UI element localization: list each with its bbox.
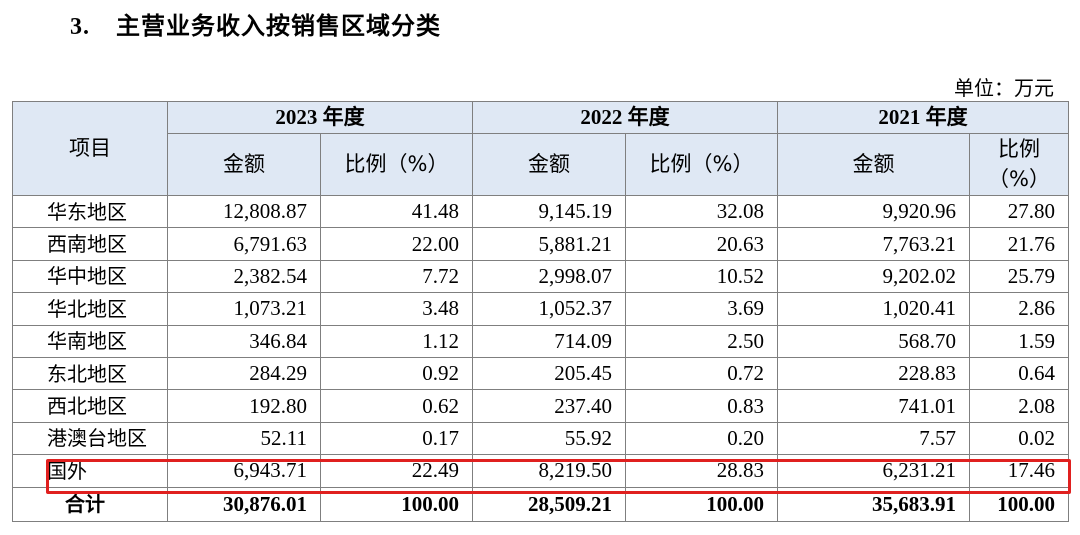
amount-cell: 346.84 [167, 324, 321, 358]
amount-cell: 6,231.21 [777, 454, 970, 488]
ratio-cell: 3.69 [625, 292, 778, 326]
ratio-cell: 21.76 [969, 227, 1069, 261]
amount-cell: 52.11 [167, 421, 321, 456]
ratio-cell: 0.64 [969, 356, 1069, 391]
ratio-cell: 1.59 [969, 324, 1069, 358]
amount-cell: 55.92 [472, 421, 626, 456]
section-title: 主营业务收入按销售区域分类 [116, 12, 441, 40]
header-ratio-line2: （%） [988, 166, 1050, 191]
ratio-cell: 2.86 [969, 292, 1069, 326]
ratio-cell: 0.20 [625, 421, 778, 456]
region-cell: 港澳台地区 [12, 421, 168, 456]
table-row: 西南地区 6,791.63 22.00 5,881.21 20.63 7,763.21 21… [12, 227, 1069, 261]
region-cell: 西南地区 [12, 227, 168, 261]
table-row: 华中地区 2,382.54 7.72 2,998.07 10.52 9,202.02 25.… [12, 259, 1069, 294]
region-cell: 西北地区 [12, 389, 168, 423]
amount-cell: 7.57 [777, 421, 970, 456]
header-year-2022: 2022 年度 [472, 101, 778, 134]
region-cell: 国外 [12, 454, 168, 488]
amount-cell: 35,683.91 [777, 486, 970, 522]
amount-cell: 714.09 [472, 324, 626, 358]
amount-cell: 2,998.07 [472, 259, 626, 294]
revenue-by-region-table: 项目 2023 年度 2022 年度 2021 年度 金额 比例（%） 金额 比… [12, 101, 1069, 522]
amount-cell: 8,219.50 [472, 454, 626, 488]
amount-cell: 6,943.71 [167, 454, 321, 488]
amount-cell: 9,920.96 [777, 194, 970, 229]
region-cell: 合计 [12, 486, 168, 522]
ratio-cell: 25.79 [969, 259, 1069, 294]
table-row: 东北地区 284.29 0.92 205.45 0.72 228.83 0.64 [12, 356, 1069, 391]
region-cell: 华北地区 [12, 292, 168, 326]
amount-cell: 1,020.41 [777, 292, 970, 326]
ratio-cell: 100.00 [320, 486, 473, 522]
amount-cell: 284.29 [167, 356, 321, 391]
ratio-cell: 3.48 [320, 292, 473, 326]
ratio-cell: 17.46 [969, 454, 1069, 488]
header-amount: 金额 [472, 133, 626, 196]
ratio-cell: 0.83 [625, 389, 778, 423]
ratio-cell: 2.50 [625, 324, 778, 358]
ratio-cell: 28.83 [625, 454, 778, 488]
amount-cell: 237.40 [472, 389, 626, 423]
table-row: 国外 6,943.71 22.49 8,219.50 28.83 6,231.21 17.4… [12, 454, 1069, 488]
amount-cell: 5,881.21 [472, 227, 626, 261]
amount-cell: 568.70 [777, 324, 970, 358]
region-cell: 华东地区 [12, 194, 168, 229]
ratio-cell: 32.08 [625, 194, 778, 229]
amount-cell: 30,876.01 [167, 486, 321, 522]
section-number: 3. [70, 14, 90, 40]
table-row: 港澳台地区 52.11 0.17 55.92 0.20 7.57 0.02 [12, 421, 1069, 456]
ratio-cell: 22.49 [320, 454, 473, 488]
region-cell: 华中地区 [12, 259, 168, 294]
unit-label: 单位：万元 [954, 76, 1054, 100]
table-total-row: 合计 30,876.01 100.00 28,509.21 100.00 35,683.9… [12, 486, 1069, 522]
ratio-cell: 0.92 [320, 356, 473, 391]
amount-cell: 9,145.19 [472, 194, 626, 229]
header-amount: 金额 [777, 133, 970, 196]
region-cell: 华南地区 [12, 324, 168, 358]
header-ratio-line1: 比例 [998, 137, 1040, 162]
ratio-cell: 0.02 [969, 421, 1069, 456]
ratio-cell: 0.72 [625, 356, 778, 391]
table-row: 华东地区 12,808.87 41.48 9,145.19 32.08 9,920.96 2… [12, 194, 1069, 229]
ratio-cell: 2.08 [969, 389, 1069, 423]
amount-cell: 28,509.21 [472, 486, 626, 522]
amount-cell: 7,763.21 [777, 227, 970, 261]
amount-cell: 1,052.37 [472, 292, 626, 326]
amount-cell: 741.01 [777, 389, 970, 423]
amount-cell: 1,073.21 [167, 292, 321, 326]
ratio-cell: 100.00 [969, 486, 1069, 522]
amount-cell: 12,808.87 [167, 194, 321, 229]
section-heading: 3. 主营业务收入按销售区域分类 [70, 6, 441, 41]
header-amount: 金额 [167, 133, 321, 196]
table-row: 华北地区 1,073.21 3.48 1,052.37 3.69 1,020.41 2.86 [12, 292, 1069, 326]
ratio-cell: 1.12 [320, 324, 473, 358]
amount-cell: 6,791.63 [167, 227, 321, 261]
header-year-2023: 2023 年度 [167, 101, 473, 134]
amount-cell: 9,202.02 [777, 259, 970, 294]
ratio-cell: 7.72 [320, 259, 473, 294]
ratio-cell: 0.17 [320, 421, 473, 456]
amount-cell: 192.80 [167, 389, 321, 423]
ratio-cell: 27.80 [969, 194, 1069, 229]
ratio-cell: 10.52 [625, 259, 778, 294]
amount-cell: 228.83 [777, 356, 970, 391]
amount-cell: 205.45 [472, 356, 626, 391]
header-item: 项目 [12, 101, 168, 196]
ratio-cell: 100.00 [625, 486, 778, 522]
ratio-cell: 0.62 [320, 389, 473, 423]
ratio-cell: 20.63 [625, 227, 778, 261]
ratio-cell: 41.48 [320, 194, 473, 229]
header-ratio: 比例 （%） [969, 133, 1069, 196]
ratio-cell: 22.00 [320, 227, 473, 261]
table-row: 西北地区 192.80 0.62 237.40 0.83 741.01 2.08 [12, 389, 1069, 423]
header-ratio: 比例（%） [625, 133, 778, 196]
region-cell: 东北地区 [12, 356, 168, 391]
header-year-2021: 2021 年度 [777, 101, 1069, 134]
header-ratio: 比例（%） [320, 133, 473, 196]
amount-cell: 2,382.54 [167, 259, 321, 294]
table-row: 华南地区 346.84 1.12 714.09 2.50 568.70 1.59 [12, 324, 1069, 358]
